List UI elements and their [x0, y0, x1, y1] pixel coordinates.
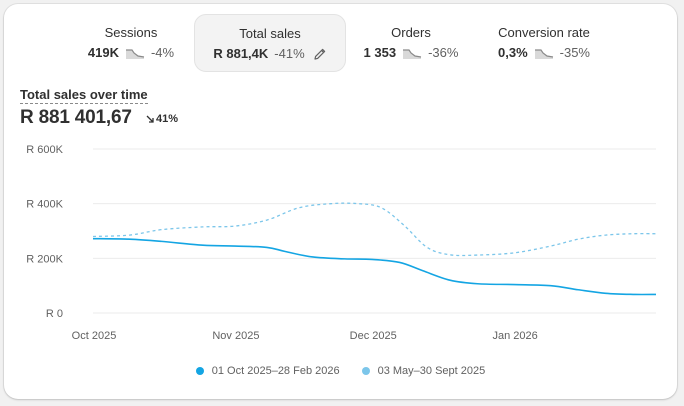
chart-title[interactable]: Total sales over time [20, 87, 148, 104]
y-tick-label: R 0 [46, 308, 63, 320]
series-line-current[interactable] [92, 237, 657, 296]
legend-dot-current [195, 367, 204, 375]
line-chart: R 600K R 400K R 200K R 0 Oct 2025 Nov 2025 De… [26, 144, 657, 342]
y-axis-labels: R 600K R 400K R 200K R 0 [26, 144, 63, 320]
legend-item-previous[interactable]: 03 May–30 Sept 2025 [361, 365, 486, 377]
metric-change: -41% [274, 46, 305, 61]
metric-value: 0,3% [498, 45, 528, 60]
legend-item-current[interactable]: 01 Oct 2025–28 Feb 2026 [195, 365, 340, 377]
metric-conversion-rate[interactable]: Conversion rate 0,3% -35% [489, 14, 599, 72]
legend-label: 01 Oct 2025–28 Feb 2026 [211, 365, 340, 377]
metric-label: Conversion rate [498, 25, 590, 40]
metric-total-sales[interactable]: Total sales R 881,4K -41% [194, 14, 346, 72]
metric-label: Orders [391, 25, 431, 40]
legend-label: 03 May–30 Sept 2025 [377, 365, 486, 377]
trend-down-icon [534, 48, 553, 59]
trend-down-icon [403, 48, 422, 59]
metric-label: Sessions [104, 25, 158, 40]
x-tick-label: Jan 2026 [492, 330, 537, 342]
series-line-previous[interactable] [92, 202, 657, 257]
pencil-icon[interactable] [313, 47, 327, 61]
metric-label: Total sales [239, 26, 301, 41]
metric-sessions[interactable]: Sessions 419K -4% [81, 14, 181, 72]
sales-overview-card: Sessions 419K -4% Total sales R 881,4K -… [4, 4, 677, 399]
metric-change: -4% [150, 45, 175, 60]
trend-down-icon [125, 48, 145, 59]
arrow-down-right-icon [146, 115, 154, 123]
chart-grid [93, 148, 656, 314]
x-tick-label: Oct 2025 [72, 330, 117, 342]
x-tick-label: Nov 2025 [212, 330, 259, 342]
legend-dot-previous [361, 367, 370, 375]
metric-orders[interactable]: Orders 1 353 -36% [356, 14, 466, 72]
chart-legend: 01 Oct 2025–28 Feb 2026 03 May–30 Sept 2… [4, 365, 677, 377]
chart-total-change: 41% [146, 113, 178, 125]
x-axis-labels: Oct 2025 Nov 2025 Dec 2025 Jan 2026 [72, 330, 538, 342]
x-tick-label: Dec 2025 [350, 330, 397, 342]
y-tick-label: R 600K [26, 144, 63, 156]
metric-change: -35% [559, 45, 590, 60]
chart-total-value: R 881 401,67 [20, 107, 132, 128]
chart-change-text: 41% [156, 113, 179, 125]
metric-value: 419K [87, 45, 119, 60]
metric-change: -36% [428, 45, 459, 60]
metric-value: 1 353 [363, 45, 397, 60]
metric-value: R 881,4K [213, 46, 269, 61]
y-tick-label: R 200K [26, 253, 63, 265]
chart-series [92, 202, 657, 296]
y-tick-label: R 400K [26, 199, 63, 211]
